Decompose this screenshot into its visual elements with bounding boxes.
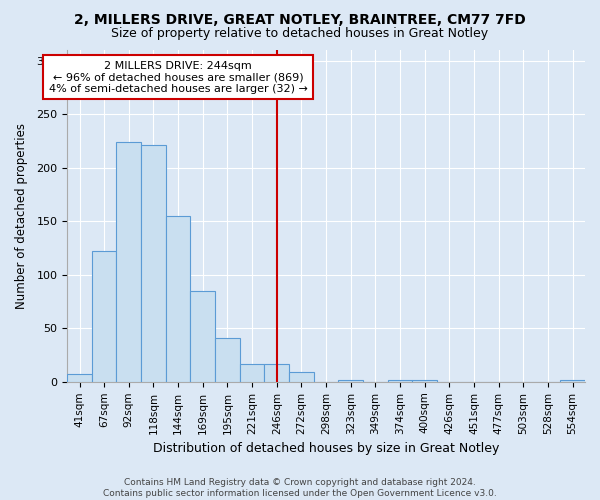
- Bar: [338, 380, 363, 382]
- Bar: [92, 251, 116, 382]
- Text: 2 MILLERS DRIVE: 244sqm
← 96% of detached houses are smaller (869)
4% of semi-de: 2 MILLERS DRIVE: 244sqm ← 96% of detache…: [49, 60, 308, 94]
- Bar: [388, 380, 412, 382]
- Bar: [166, 216, 190, 382]
- X-axis label: Distribution of detached houses by size in Great Notley: Distribution of detached houses by size …: [153, 442, 499, 455]
- Y-axis label: Number of detached properties: Number of detached properties: [15, 123, 28, 309]
- Bar: [141, 146, 166, 382]
- Bar: [265, 364, 289, 382]
- Bar: [289, 372, 314, 382]
- Bar: [560, 380, 585, 382]
- Bar: [215, 338, 240, 382]
- Bar: [240, 364, 265, 382]
- Bar: [116, 142, 141, 382]
- Bar: [412, 380, 437, 382]
- Bar: [190, 291, 215, 382]
- Text: 2, MILLERS DRIVE, GREAT NOTLEY, BRAINTREE, CM77 7FD: 2, MILLERS DRIVE, GREAT NOTLEY, BRAINTRE…: [74, 12, 526, 26]
- Text: Contains HM Land Registry data © Crown copyright and database right 2024.
Contai: Contains HM Land Registry data © Crown c…: [103, 478, 497, 498]
- Bar: [67, 374, 92, 382]
- Text: Size of property relative to detached houses in Great Notley: Size of property relative to detached ho…: [112, 28, 488, 40]
